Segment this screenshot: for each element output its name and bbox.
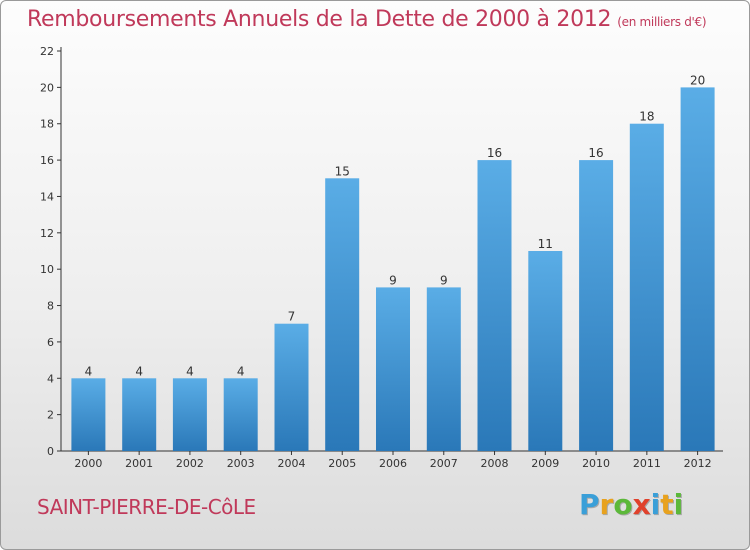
chart-subtitle: (en milliers d'€) — [617, 15, 707, 29]
bar — [376, 287, 410, 451]
data-label: 16 — [588, 146, 603, 160]
bar — [223, 378, 258, 451]
bar — [629, 123, 664, 451]
y-tick-label: 2 — [47, 409, 54, 422]
logo-letter: t — [660, 488, 674, 521]
bar — [528, 251, 563, 451]
data-label: 20 — [690, 73, 705, 87]
x-tick-label: 2007 — [430, 457, 458, 470]
logo-letter: i — [650, 488, 661, 521]
data-label: 4 — [237, 364, 245, 378]
bar — [71, 378, 106, 451]
x-tick-label: 2005 — [328, 457, 356, 470]
x-tick-label: 2006 — [379, 457, 407, 470]
data-label: 18 — [639, 110, 654, 124]
data-label: 9 — [389, 273, 397, 287]
x-tick-label: 2001 — [125, 457, 153, 470]
logo-letter: i — [673, 488, 684, 521]
data-label: 15 — [335, 164, 350, 178]
data-label: 7 — [288, 310, 296, 324]
proxiti-logo: Proxiti — [579, 488, 683, 521]
bar — [122, 378, 157, 451]
x-tick-label: 2004 — [277, 457, 305, 470]
logo-letter: r — [599, 488, 614, 521]
data-label: 9 — [440, 273, 448, 287]
chart-title: Remboursements Annuels de la Dette de 20… — [27, 7, 707, 32]
y-tick-label: 10 — [40, 263, 54, 276]
bar — [579, 160, 614, 451]
bar — [274, 323, 309, 451]
chart-title-text: Remboursements Annuels de la Dette de 20… — [27, 7, 612, 32]
y-tick-label: 22 — [40, 45, 54, 58]
x-tick-label: 2010 — [582, 457, 610, 470]
data-label: 16 — [487, 146, 502, 160]
bar — [325, 178, 360, 452]
data-label: 4 — [85, 364, 93, 378]
y-tick-label: 6 — [47, 336, 54, 349]
bar — [680, 87, 715, 452]
y-tick-label: 4 — [47, 372, 54, 385]
y-tick-label: 14 — [40, 190, 54, 203]
y-tick-label: 16 — [40, 154, 54, 167]
y-tick-label: 8 — [47, 300, 54, 313]
logo-letter: o — [613, 488, 633, 521]
x-tick-label: 2003 — [227, 457, 255, 470]
commune-name: SAINT-PIERRE-DE-CôLE — [37, 495, 256, 519]
logo-letter: x — [632, 488, 651, 521]
bar — [172, 378, 207, 451]
x-tick-label: 2011 — [633, 457, 661, 470]
x-tick-label: 2009 — [531, 457, 559, 470]
data-label: 4 — [135, 364, 143, 378]
data-label: 4 — [186, 364, 194, 378]
y-tick-label: 20 — [40, 81, 54, 94]
y-tick-label: 18 — [40, 118, 54, 131]
x-tick-label: 2002 — [176, 457, 204, 470]
bar — [426, 287, 461, 451]
x-tick-label: 2008 — [481, 457, 509, 470]
x-tick-label: 2012 — [684, 457, 712, 470]
bar — [477, 160, 512, 451]
y-tick-label: 12 — [40, 227, 54, 240]
y-tick-label: 0 — [47, 445, 54, 458]
data-label: 11 — [538, 237, 553, 251]
logo-letter: P — [579, 488, 600, 521]
x-tick-label: 2000 — [74, 457, 102, 470]
